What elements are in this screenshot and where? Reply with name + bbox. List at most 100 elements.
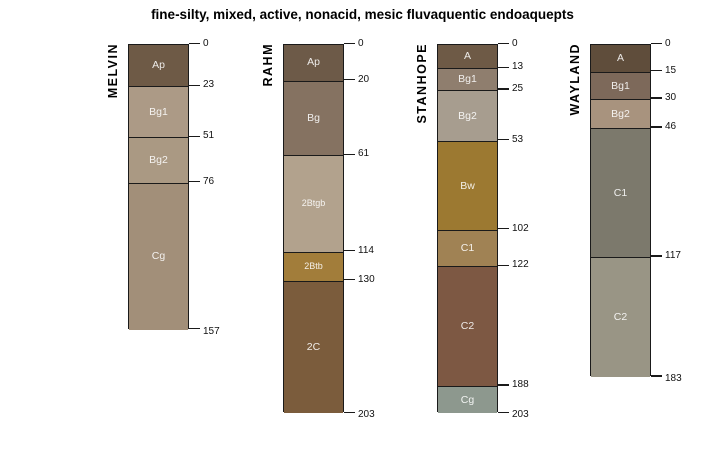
depth-label: 20 [358, 73, 370, 85]
profile-id-melvin: MELVIN [106, 42, 120, 98]
depth-tick-line [189, 42, 200, 45]
depth-tick-line [498, 66, 509, 68]
horizon-bg1: Bg1 [129, 86, 188, 138]
soil-column-melvin: Ap Bg1 Bg2 Cg [128, 43, 189, 330]
depth-label: 53 [512, 133, 524, 145]
depth-label: 46 [665, 121, 677, 133]
soil-column-stanhope: A Bg1 Bg2 Bw C1 C2 Cg [437, 43, 498, 414]
depth-tick-line [344, 411, 355, 413]
horizon-cg: Cg [438, 386, 497, 414]
depth-tick-line [344, 250, 355, 252]
depth-label: 0 [512, 37, 518, 49]
depth-tick-line [651, 42, 662, 45]
depth-label: 23 [203, 79, 215, 91]
depth-tick-line [498, 88, 509, 90]
depth-label: 117 [665, 250, 681, 262]
depth-tick-line [498, 411, 509, 413]
horizon-bg2: Bg2 [129, 137, 188, 183]
horizon-ap: Ap [284, 44, 343, 81]
horizon-name-label: C2 [613, 311, 628, 324]
depth-tick-line [498, 264, 509, 266]
profile-id-wayland: WAYLAND [568, 42, 582, 116]
horizon-name-label: 2Btb [304, 261, 323, 272]
horizon-2c: 2C [284, 280, 343, 414]
horizon-c1: C1 [438, 229, 497, 267]
depth-tick-line [498, 42, 509, 45]
horizon-c1: C1 [591, 128, 650, 258]
horizon-bg2: Bg2 [438, 89, 497, 141]
depth-tick-line [344, 79, 355, 81]
depth-tick-line [651, 97, 662, 99]
depth-label: 203 [358, 409, 375, 421]
profile-id-rahm: RAHM [261, 42, 275, 87]
horizon-bg1: Bg1 [438, 68, 497, 90]
profile-id-stanhope: STANHOPE [415, 42, 429, 124]
depth-label: 25 [512, 82, 524, 94]
horizon-name-label: Cg [460, 393, 475, 406]
horizon-ap: Ap [129, 44, 188, 87]
horizon-name-label: Bg2 [149, 154, 168, 167]
plot-title: fine-silty, mixed, active, nonacid, mesi… [151, 7, 574, 22]
depth-tick-line [189, 180, 200, 183]
horizon-name-label: Bg1 [149, 105, 168, 118]
horizon-name-label: Bg1 [458, 73, 477, 86]
horizon-a: A [438, 44, 497, 69]
horizon-name-label: Cg [151, 250, 166, 263]
depth-label: 183 [665, 373, 682, 384]
horizon-bg1: Bg1 [591, 71, 650, 99]
depth-tick-line [189, 135, 200, 137]
depth-tick-line [189, 328, 200, 330]
depth-tick-line [189, 84, 200, 86]
horizon-cg: Cg [129, 182, 188, 330]
soil-column-rahm: Ap Bg 2Btgb 2Btb 2C [283, 43, 344, 414]
depth-label: 61 [358, 148, 370, 160]
horizon-name-label: Ap [307, 56, 320, 69]
horizon-name-label: C2 [460, 320, 475, 333]
depth-tick-line [344, 42, 355, 45]
depth-label: 0 [203, 37, 209, 49]
horizon-name-label: A [463, 50, 471, 63]
depth-tick-line [651, 70, 662, 72]
depth-tick-line [498, 384, 509, 386]
horizon-name-label: C1 [613, 186, 628, 199]
horizon-bw: Bw [438, 140, 497, 230]
depth-tick-line [651, 126, 662, 128]
depth-label: 102 [512, 222, 529, 234]
depth-label: 203 [512, 409, 529, 421]
depth-label: 188 [512, 379, 529, 391]
depth-label: 15 [665, 64, 677, 76]
horizon-name-label: Bg1 [611, 79, 630, 92]
depth-label: 114 [358, 244, 374, 256]
horizon-name-label: 2Btgb [301, 198, 326, 209]
horizon-2btb: 2Btb [284, 251, 343, 281]
depth-label: 157 [203, 325, 220, 337]
depth-label: 122 [512, 259, 529, 271]
depth-tick-line [344, 279, 355, 281]
depth-tick-line [651, 375, 662, 377]
horizon-2btgb: 2Btgb [284, 155, 343, 252]
horizon-c2: C2 [591, 257, 650, 377]
depth-label: 0 [358, 37, 364, 49]
horizon-name-label: 2C [306, 341, 321, 354]
depth-tick-line [498, 139, 509, 141]
horizon-name-label: Bw [460, 179, 475, 192]
horizon-a: A [591, 44, 650, 72]
depth-label: 30 [665, 92, 677, 103]
horizon-name-label: Ap [152, 59, 165, 72]
horizon-name-label: C1 [460, 242, 475, 255]
horizon-c2: C2 [438, 266, 497, 387]
soil-column-wayland: A Bg1 Bg2 C1 C2 [590, 43, 651, 377]
horizon-name-label: Bg2 [458, 109, 477, 122]
depth-tick-line [344, 153, 355, 155]
horizon-bg: Bg [284, 80, 343, 156]
depth-label: 0 [665, 37, 671, 49]
depth-label: 51 [203, 130, 215, 142]
depth-tick-line [498, 228, 509, 230]
horizon-name-label: Bg2 [611, 107, 630, 120]
horizon-bg2: Bg2 [591, 99, 650, 129]
depth-label: 13 [512, 61, 524, 73]
horizon-name-label: A [616, 51, 624, 64]
depth-tick-line [651, 255, 662, 257]
depth-label: 130 [358, 273, 375, 285]
